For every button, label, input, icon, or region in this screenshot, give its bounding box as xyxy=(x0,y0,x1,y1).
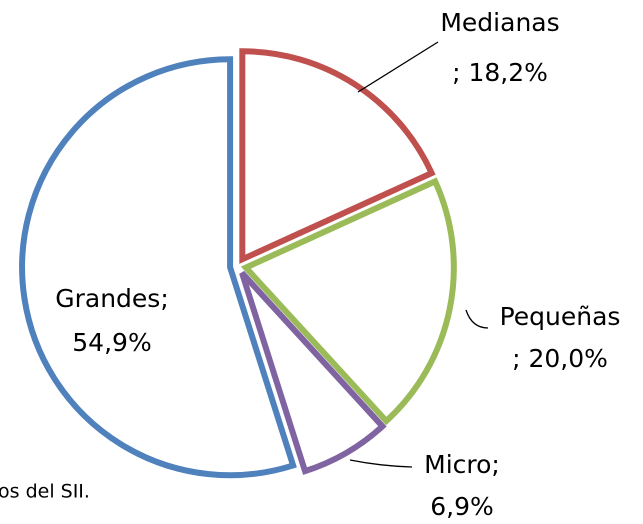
pie-slice xyxy=(239,48,436,264)
slice-label: Micro; xyxy=(424,450,500,479)
leader-line xyxy=(349,459,413,468)
value-label: 6,9% xyxy=(430,492,494,521)
value-label: ; 18,2% xyxy=(452,58,548,87)
slice-label: Grandes; xyxy=(55,284,169,313)
pie-slice xyxy=(239,270,387,475)
pie-slice xyxy=(19,56,297,479)
slice-label: Medianas xyxy=(440,8,559,37)
value-label: 54,9% xyxy=(72,328,151,357)
value-label: ; 20,0% xyxy=(512,344,608,373)
leader-line xyxy=(357,41,439,93)
pie-slice xyxy=(240,177,457,426)
note: os del SII. xyxy=(0,481,90,503)
leader-line xyxy=(465,309,489,329)
slice-label: Pequeñas xyxy=(500,302,621,331)
